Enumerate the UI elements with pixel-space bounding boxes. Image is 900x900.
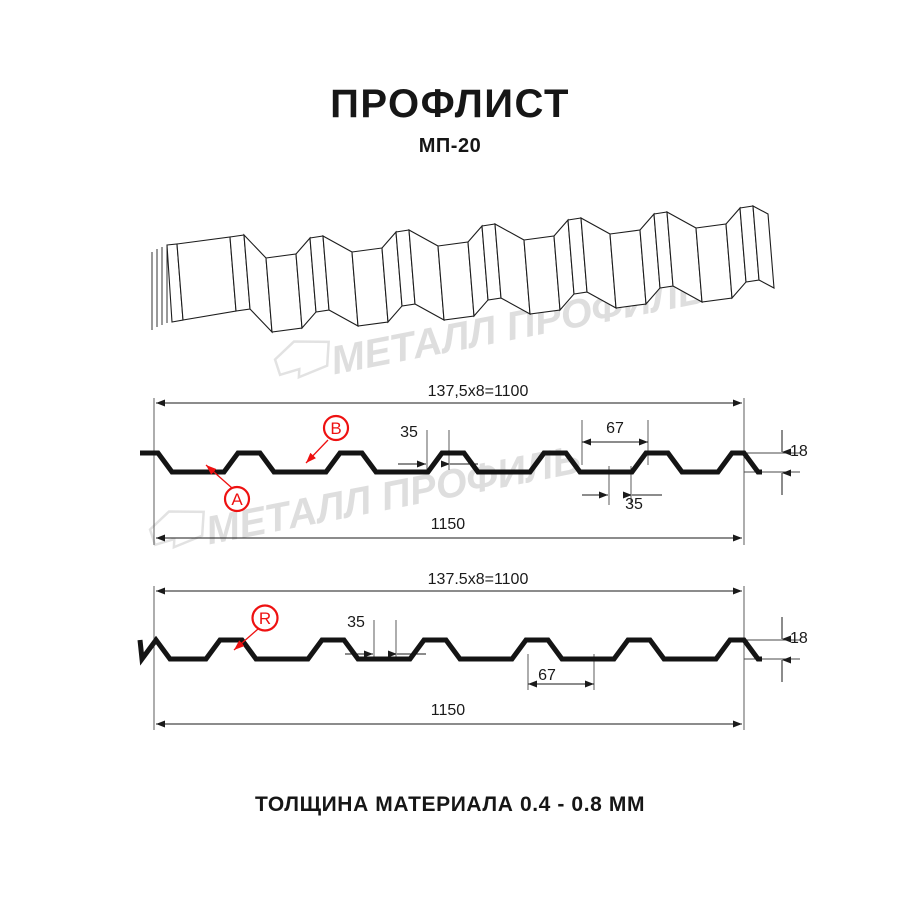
dimension-height: 18 [790,443,808,460]
callout-marker-r: R [233,604,279,651]
callout-marker-b: B [305,414,350,464]
dimension-total-width: 1150 [431,702,466,719]
watermark-logo-icon [273,340,331,380]
dimension-working-width: 137,5x8=1100 [428,383,529,400]
cross-section-bottom: 137.5x8=1100 1150 35 67 18 R [137,571,808,730]
marker-circle-r [251,604,279,632]
marker-circle-a [223,485,251,513]
marker-label-a: A [231,490,243,509]
profile-outline [140,450,762,475]
dimension-rib-top: 35 [347,614,365,631]
material-thickness-note: ТОЛЩИНА МАТЕРИАЛА 0.4 - 0.8 ММ [254,793,646,816]
dimension-rib-pitch: 67 [538,667,556,684]
dimension-total-width: 1150 [431,516,466,533]
marker-label-r: R [259,609,271,628]
dimension-rib-top: 35 [400,424,418,441]
page-subtitle: МП-20 [418,135,482,157]
marker-label-b: B [330,419,341,438]
watermark-bottom: МЕТАЛЛ ПРОФИЛЬ [148,438,584,553]
marker-circle-b [322,414,350,442]
dimension-rib-top-lower: 35 [625,496,643,513]
dimension-rib-pitch: 67 [606,420,624,437]
page-title: ПРОФЛИСТ [330,82,570,126]
callout-marker-a: A [205,464,251,513]
watermark-logo-icon [148,510,206,550]
dimension-height: 18 [790,630,808,647]
isometric-profile-sheet [151,205,775,334]
profile-outline [137,635,762,666]
dimension-working-width: 137.5x8=1100 [428,571,529,588]
leader-line-r [233,628,259,651]
leader-line-a [205,464,233,489]
cross-section-top: 137,5x8=1100 1150 35 67 35 18 [140,383,808,545]
leader-line-b [305,439,329,464]
